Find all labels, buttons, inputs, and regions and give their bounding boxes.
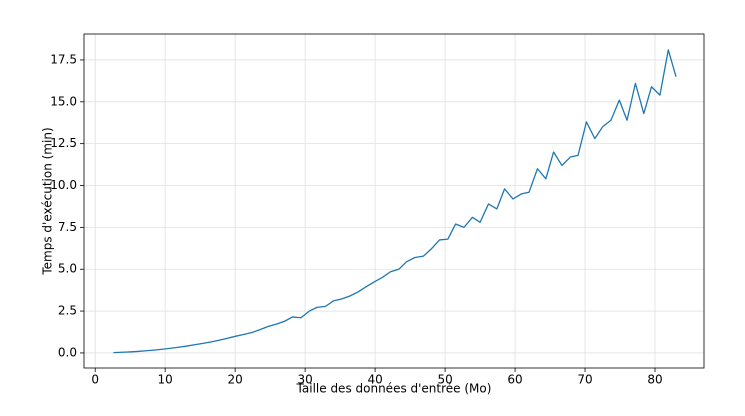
y-tick-label: 0.0 — [58, 345, 77, 359]
y-axis-label: Temps d'exécution (min) — [41, 127, 55, 275]
data-line — [113, 49, 677, 354]
y-tick-label: 15.0 — [50, 94, 77, 108]
y-tick-label: 7.5 — [58, 220, 77, 234]
y-tick-label: 5.0 — [58, 262, 77, 276]
x-axis-label: Taille des données d'entrée (Mo) — [296, 382, 492, 396]
x-tick-label: 10 — [158, 373, 173, 387]
x-tick-label: 20 — [228, 373, 243, 387]
plot-frame — [83, 33, 705, 369]
x-tick-label: 50 — [437, 373, 452, 387]
y-tick-label: 17.5 — [50, 52, 77, 66]
x-tick-label: 60 — [507, 373, 522, 387]
x-tick-label: 80 — [647, 373, 662, 387]
y-tick-label: 2.5 — [58, 304, 77, 318]
x-tick-label: 30 — [297, 373, 312, 387]
y-tick-label: 12.5 — [50, 136, 77, 150]
x-tick-label: 70 — [577, 373, 592, 387]
y-tick-label: 10.0 — [50, 178, 77, 192]
x-tick-label: 40 — [367, 373, 382, 387]
x-tick-label: 0 — [91, 373, 99, 387]
